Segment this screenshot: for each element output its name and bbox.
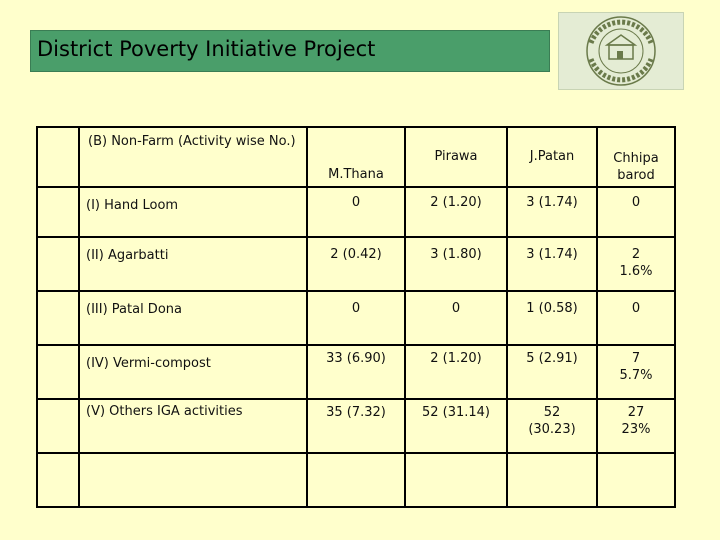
empty-cell <box>596 452 676 508</box>
institute-logo <box>558 12 684 90</box>
value-cell: 7 5.7% <box>596 344 676 400</box>
row-marker-cell <box>36 452 80 508</box>
value-cell: 2 (1.20) <box>404 186 508 238</box>
value-cell: 0 <box>596 290 676 346</box>
value: 5 (2.91) <box>526 351 578 366</box>
value-cell: 3 (1.74) <box>506 186 598 238</box>
table-row-vermi-compost: (IV) Vermi-compost 33 (6.90) 2 (1.20) 5 … <box>36 344 676 400</box>
table-row-agarbatti: (II) Agarbatti 2 (0.42) 3 (1.80) 3 (1.74… <box>36 236 676 292</box>
value: 3 (1.74) <box>526 247 578 262</box>
column-header-label: M.Thana <box>328 167 384 182</box>
value-cell: 35 (7.32) <box>306 398 406 454</box>
table-row-patal-dona: (III) Patal Dona 0 0 1 (0.58) 0 <box>36 290 676 346</box>
value-cell: 0 <box>404 290 508 346</box>
row-marker-cell <box>36 398 80 454</box>
row-marker-cell <box>36 236 80 292</box>
value: 52 (30.23) <box>528 405 576 437</box>
value: 0 <box>351 301 361 316</box>
table-row-hand-loom: (I) Hand Loom 0 2 (1.20) 3 (1.74) 0 <box>36 186 676 238</box>
value: 0 <box>631 301 641 316</box>
value-cell: 52 (31.14) <box>404 398 508 454</box>
value-cell: 0 <box>306 186 406 238</box>
value-cell: 2 (0.42) <box>306 236 406 292</box>
row-label: (V) Others IGA activities <box>86 404 243 419</box>
column-header-chhipa-barod: Chhipa barod <box>596 126 676 188</box>
table-row-empty <box>36 452 676 508</box>
value: 3 (1.74) <box>526 195 578 210</box>
non-farm-activity-table: (B) Non-Farm (Activity wise No.) M.Thana… <box>36 126 676 508</box>
value: 7 5.7% <box>619 351 653 383</box>
row-marker-cell <box>36 126 80 188</box>
row-label-cell: (I) Hand Loom <box>78 186 308 238</box>
empty-cell <box>78 452 308 508</box>
row-label-cell: (III) Patal Dona <box>78 290 308 346</box>
header-label: (B) Non-Farm (Activity wise No.) <box>88 134 296 149</box>
page-title: District Poverty Initiative Project <box>37 37 376 61</box>
value: 0 <box>351 195 361 210</box>
value-cell: 0 <box>596 186 676 238</box>
empty-cell <box>404 452 508 508</box>
value: 52 (31.14) <box>421 405 491 420</box>
value: 35 (7.32) <box>326 405 386 420</box>
value: 33 (6.90) <box>326 351 386 366</box>
empty-cell <box>306 452 406 508</box>
value-cell: 52 (30.23) <box>506 398 598 454</box>
row-label-cell: (V) Others IGA activities <box>78 398 308 454</box>
column-header-label: Pirawa <box>434 149 478 164</box>
value: 2 (1.20) <box>430 195 482 210</box>
row-label: (III) Patal Dona <box>86 302 182 317</box>
column-header-pirawa: Pirawa <box>404 126 508 188</box>
row-marker-cell <box>36 290 80 346</box>
value-cell: 2 (1.20) <box>404 344 508 400</box>
value: 27 23% <box>621 405 651 437</box>
value: 2 (1.20) <box>430 351 482 366</box>
value-cell: 5 (2.91) <box>506 344 598 400</box>
value: 2 1.6% <box>619 247 653 279</box>
value-cell: 3 (1.74) <box>506 236 598 292</box>
column-header-m-thana: M.Thana <box>306 126 406 188</box>
value: 1 (0.58) <box>526 301 578 316</box>
value-cell: 1 (0.58) <box>506 290 598 346</box>
row-marker-cell <box>36 344 80 400</box>
value-cell: 3 (1.80) <box>404 236 508 292</box>
header-label-cell: (B) Non-Farm (Activity wise No.) <box>78 126 308 188</box>
title-bar: District Poverty Initiative Project <box>30 30 550 72</box>
table-header-row: (B) Non-Farm (Activity wise No.) M.Thana… <box>36 126 676 188</box>
row-label-cell: (II) Agarbatti <box>78 236 308 292</box>
value-cell: 27 23% <box>596 398 676 454</box>
row-label: (II) Agarbatti <box>86 248 169 263</box>
value-cell: 2 1.6% <box>596 236 676 292</box>
column-header-label: J.Patan <box>529 149 575 164</box>
value: 3 (1.80) <box>430 247 482 262</box>
empty-cell <box>506 452 598 508</box>
value-cell: 0 <box>306 290 406 346</box>
value-cell: 33 (6.90) <box>306 344 406 400</box>
column-header-j-patan: J.Patan <box>506 126 598 188</box>
row-label: (I) Hand Loom <box>86 198 179 213</box>
table-row-others-iga: (V) Others IGA activities 35 (7.32) 52 (… <box>36 398 676 454</box>
value: 0 <box>631 195 641 210</box>
value: 0 <box>451 301 461 316</box>
value: 2 (0.42) <box>330 247 382 262</box>
row-label-cell: (IV) Vermi-compost <box>78 344 308 400</box>
row-marker-cell <box>36 186 80 238</box>
row-label: (IV) Vermi-compost <box>86 356 211 371</box>
column-header-label: Chhipa barod <box>613 151 659 183</box>
